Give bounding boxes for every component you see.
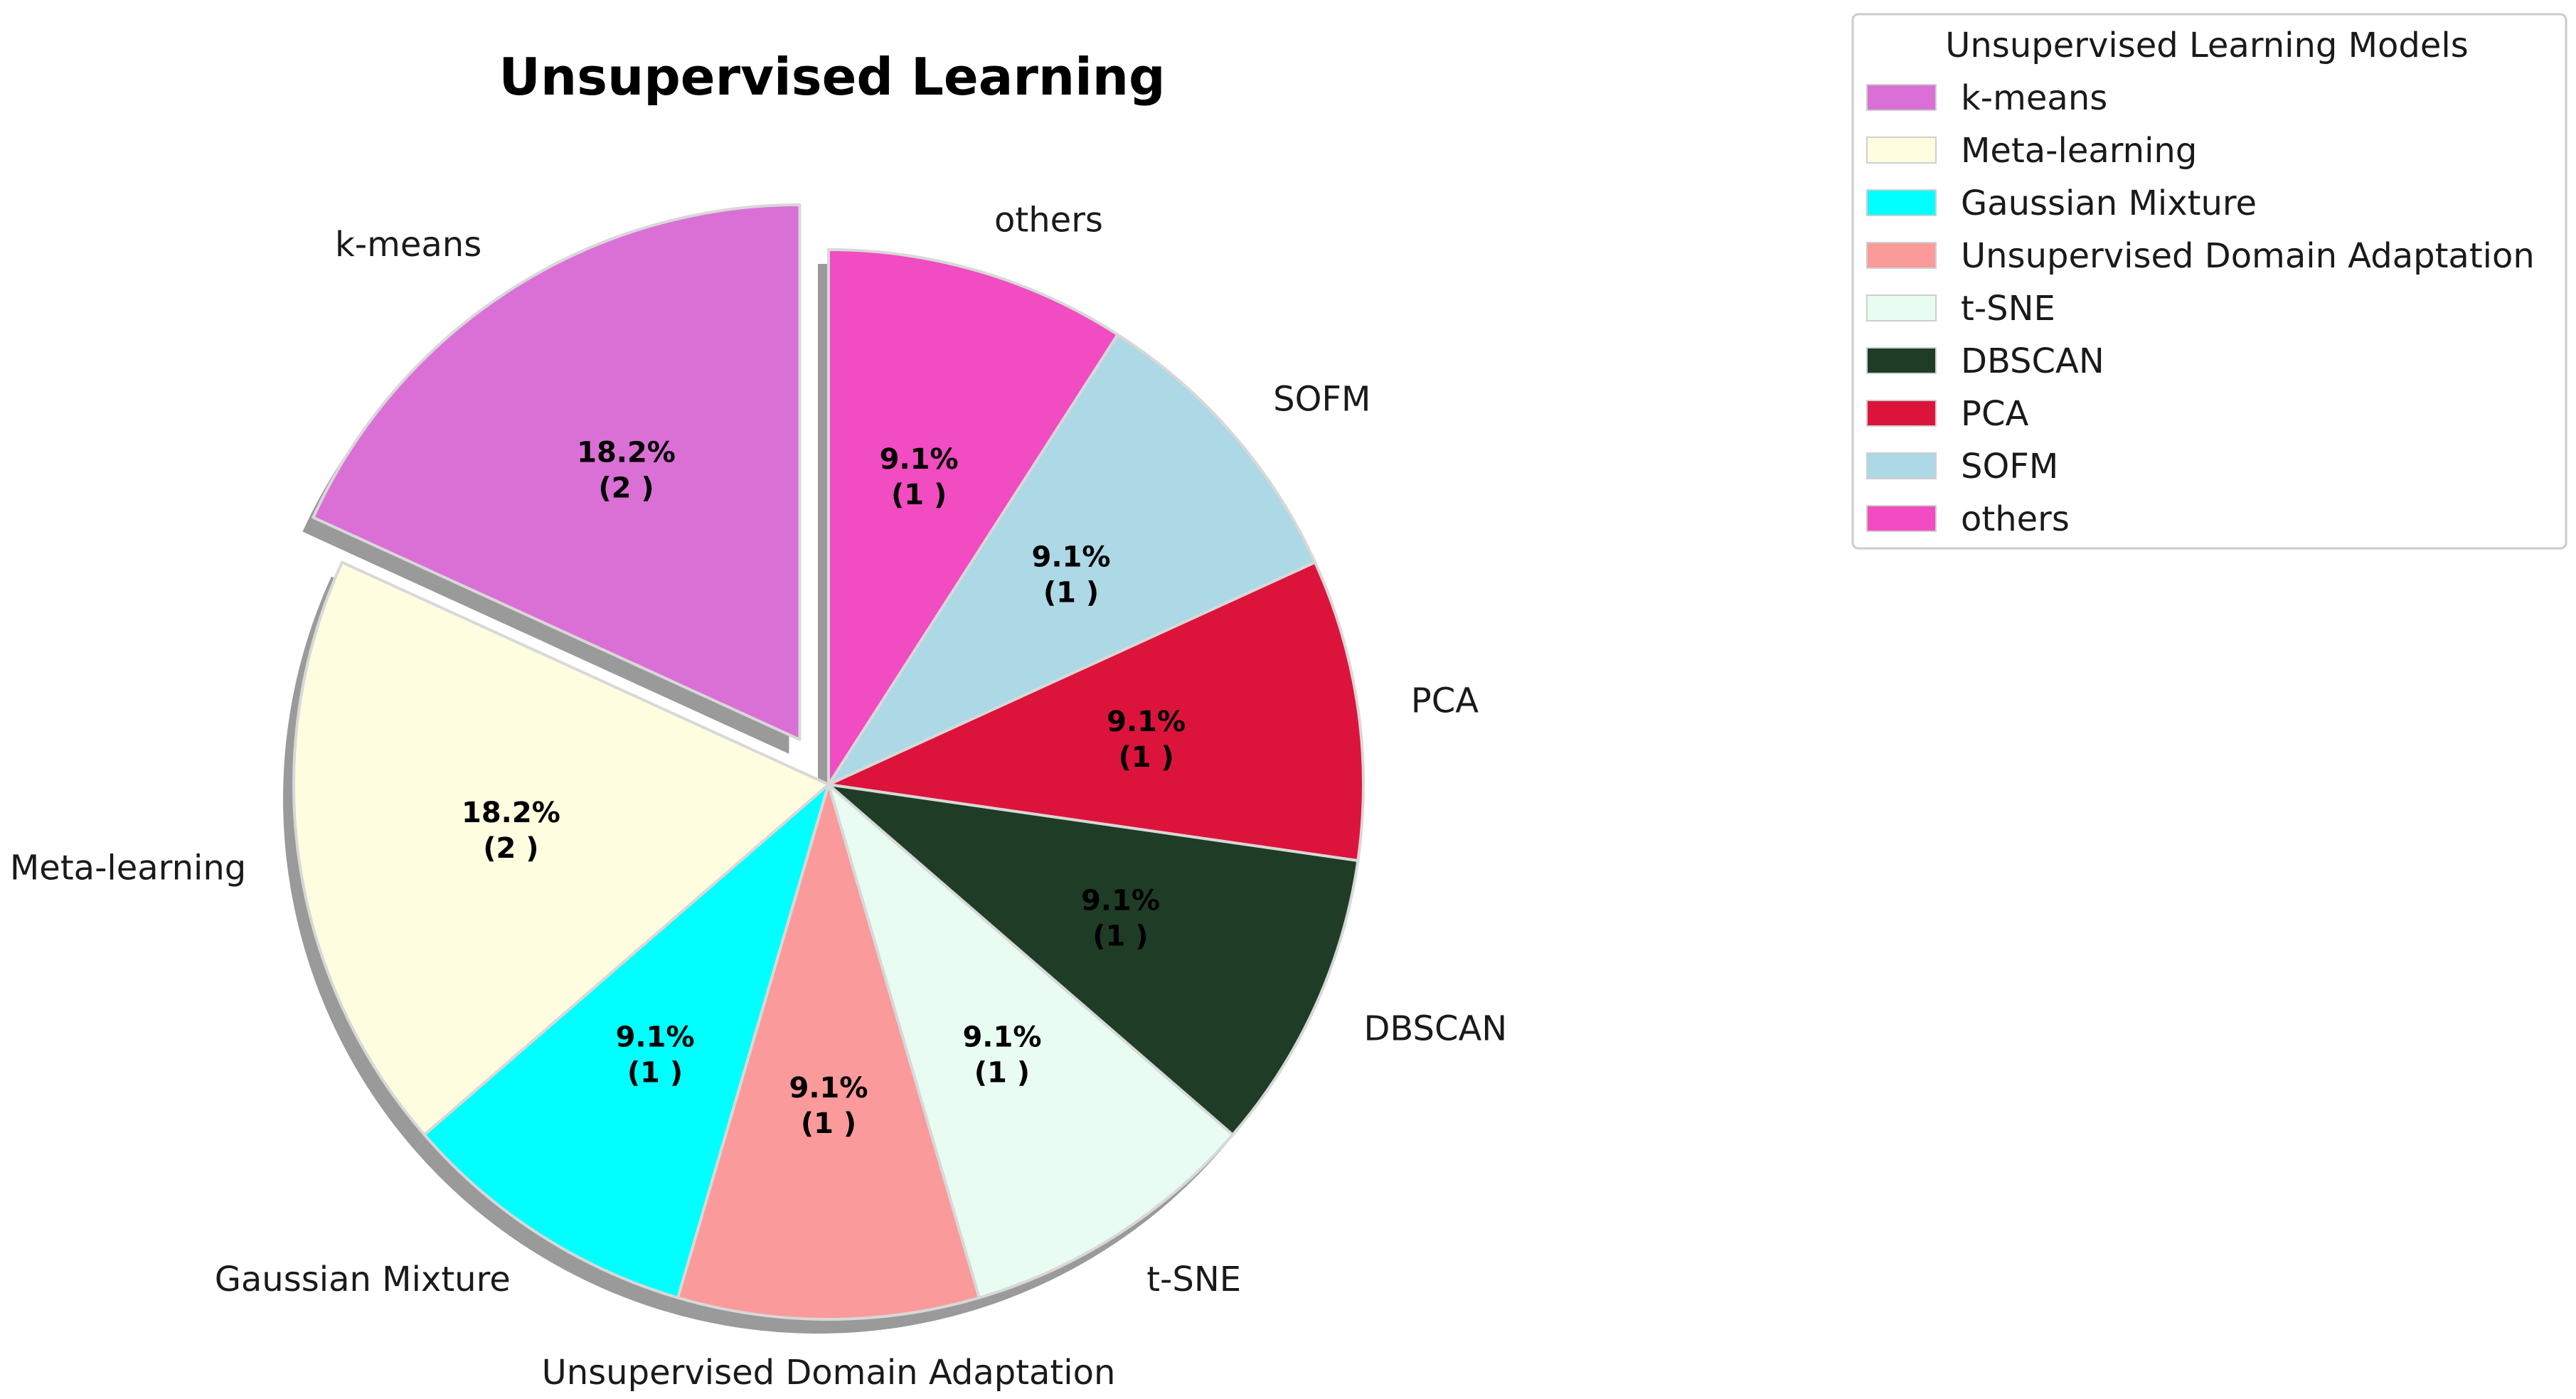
- legend-label-others: others: [1961, 499, 2070, 539]
- slice-count-dbscan: (1 ): [1092, 920, 1148, 952]
- slice-label-gaussian-mixture: Gaussian Mixture: [215, 1260, 511, 1299]
- slice-count-sofm: (1 ): [1043, 577, 1099, 610]
- legend-swatch-dbscan: [1866, 347, 1937, 374]
- slice-label-dbscan: DBSCAN: [1363, 1009, 1507, 1049]
- legend-label-unsupervised-domain-adaptation: Unsupervised Domain Adaptation: [1961, 236, 2535, 276]
- legend-frame: [1851, 13, 2567, 550]
- slice-percent-k-means: 18.2%: [577, 436, 676, 469]
- legend-title: Unsupervised Learning Models: [1945, 26, 2469, 65]
- slice-pca: [827, 560, 1365, 863]
- slice-k-means: [312, 203, 802, 741]
- slice-unsupervised-domain-adaptation: [676, 783, 981, 1321]
- slice-count-gaussian-mixture: (1 ): [627, 1057, 683, 1090]
- legend-label-gaussian-mixture: Gaussian Mixture: [1961, 183, 2257, 223]
- slice-dbscan: [827, 783, 1360, 1137]
- legend-items: k-means Meta-learning Gaussian Mixture Unsu…: [1866, 78, 2535, 539]
- slice-percent-unsupervised-domain-adaptation: 9.1%: [789, 1072, 868, 1105]
- legend-label-pca: PCA: [1961, 394, 2028, 434]
- slice-percent-meta-learning: 18.2%: [462, 797, 560, 829]
- slice-count-unsupervised-domain-adaptation: (1 ): [801, 1107, 856, 1140]
- legend-swatch-pca: [1866, 400, 1937, 427]
- slice-meta-learning: [292, 560, 830, 1137]
- slice-t-sne: [827, 783, 1235, 1299]
- slice-count-t-sne: (1 ): [974, 1057, 1030, 1090]
- slice-label-unsupervised-domain-adaptation: Unsupervised Domain Adaptation: [542, 1353, 1116, 1393]
- legend-swatch-sofm: [1866, 452, 1937, 479]
- slice-label-others: others: [994, 200, 1103, 240]
- legend-label-k-means: k-means: [1961, 78, 2107, 118]
- slice-label-sofm: SOFM: [1273, 379, 1371, 419]
- slice-label-t-sne: t-SNE: [1146, 1260, 1241, 1299]
- legend-swatch-others: [1866, 505, 1937, 532]
- slice-gaussian-mixture: [422, 783, 830, 1299]
- slice-percent-pca: 9.1%: [1107, 706, 1186, 738]
- slice-percent-dbscan: 9.1%: [1081, 884, 1160, 917]
- slice-percent-others: 9.1%: [880, 443, 959, 476]
- slice-outer-labels: k-means Meta-learning Gaussian Mixture Unsu…: [10, 200, 1507, 1393]
- slice-label-k-means: k-means: [335, 225, 481, 265]
- slice-percent-sofm: 9.1%: [1032, 541, 1111, 574]
- slice-sofm: [827, 333, 1317, 786]
- legend-swatch-gaussian-mixture: [1866, 189, 1937, 216]
- legend-label-sofm: SOFM: [1961, 447, 2058, 486]
- legend-swatch-t-sne: [1866, 294, 1937, 321]
- slice-inner-labels: 18.2%(2 )18.2%(2 )9.1%(1 ) 9.1%(1 )9.1%(1…: [462, 436, 1186, 1140]
- legend-label-dbscan: DBSCAN: [1961, 341, 2104, 381]
- slice-others: [827, 248, 1119, 786]
- slice-label-pca: PCA: [1411, 681, 1479, 720]
- slice-percent-t-sne: 9.1%: [962, 1021, 1041, 1054]
- legend-label-t-sne: t-SNE: [1961, 289, 2055, 329]
- slice-count-k-means: (2 ): [598, 472, 654, 504]
- slice-percent-gaussian-mixture: 9.1%: [616, 1021, 695, 1054]
- legend-swatch-unsupervised-domain-adaptation: [1866, 242, 1937, 269]
- slice-count-pca: (1 ): [1118, 741, 1173, 774]
- slice-count-meta-learning: (2 ): [483, 832, 538, 865]
- slice-label-meta-learning: Meta-learning: [10, 849, 246, 888]
- slice-count-others: (1 ): [891, 479, 947, 511]
- legend-swatch-meta-learning: [1866, 137, 1937, 164]
- pie-slices: [292, 203, 1365, 1321]
- legend-label-meta-learning: Meta-learning: [1961, 131, 2197, 171]
- chart-title: Unsupervised Learning: [499, 47, 1165, 107]
- legend-swatch-k-means: [1866, 84, 1937, 111]
- legend: Unsupervised Learning Models k-means Meta…: [1851, 13, 2567, 550]
